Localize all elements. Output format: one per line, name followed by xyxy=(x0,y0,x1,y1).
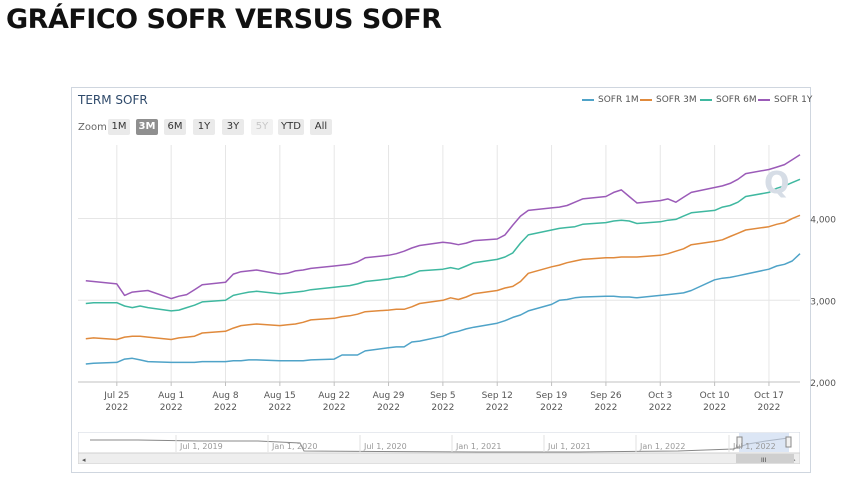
navigator-svg[interactable]: Jul 1, 2019 Jan 1, 2020 Jul 1, 2020 Jan 1, … xyxy=(77,431,801,465)
navigator-label: Jul 1, 2020 xyxy=(363,442,407,451)
legend-item-sofr-1m[interactable]: SOFR 1M xyxy=(582,95,639,105)
legend-item-sofr-1y[interactable]: SOFR 1Y xyxy=(758,95,812,105)
navigator-label: Jul 1, 2019 xyxy=(179,442,223,451)
chart-container xyxy=(71,87,811,473)
zoom-1y-button[interactable]: 1Y xyxy=(193,119,215,135)
scrollbar-grip: III xyxy=(761,457,767,464)
legend-label: SOFR 1M xyxy=(598,95,639,105)
zoom-3m-button[interactable]: 3M xyxy=(136,119,158,135)
y-tick-label: 2,000 xyxy=(810,379,836,389)
legend-label: SOFR 6M xyxy=(716,95,757,105)
chart-title: TERM SOFR xyxy=(78,93,148,107)
y-tick-label: 4,000 xyxy=(810,216,836,226)
zoom-all-button[interactable]: All xyxy=(310,119,332,135)
navigator-label: Jan 1, 2022 xyxy=(639,442,685,451)
navigator-label: Jul 1, 2022 xyxy=(732,442,776,451)
page-title: GRÁFICO SOFR VERSUS SOFR xyxy=(6,4,442,35)
zoom-3y-button[interactable]: 3Y xyxy=(222,119,244,135)
zoom-label: Zoom xyxy=(78,122,107,133)
zoom-6m-button[interactable]: 6M xyxy=(164,119,186,135)
zoom-5y-button: 5Y xyxy=(251,119,273,135)
navigator-selection xyxy=(739,433,789,452)
legend-label: SOFR 3M xyxy=(656,95,697,105)
navigator-label: Jul 1, 2021 xyxy=(547,442,591,451)
navigator-labels: Jul 1, 2019 Jan 1, 2020 Jul 1, 2020 Jan 1, … xyxy=(175,435,776,452)
scrollbar-thumb[interactable] xyxy=(736,454,794,463)
y-tick-label: 3,000 xyxy=(810,297,836,307)
navigator[interactable]: Jul 1, 2019 Jan 1, 2020 Jul 1, 2020 Jan 1, … xyxy=(77,431,801,465)
legend-swatch xyxy=(640,99,652,101)
navigator-right-handle[interactable] xyxy=(785,436,792,448)
legend-item-sofr-6m[interactable]: SOFR 6M xyxy=(700,95,757,105)
zoom-1m-button[interactable]: 1M xyxy=(108,119,130,135)
scroll-left-arrow-icon: ◂ xyxy=(82,456,86,464)
legend-swatch xyxy=(700,99,712,101)
scrollbar-track[interactable] xyxy=(77,452,801,465)
navigator-label: Jan 1, 2021 xyxy=(455,442,501,451)
legend-label: SOFR 1Y xyxy=(774,95,813,105)
zoom-ytd-button[interactable]: YTD xyxy=(278,119,304,135)
legend-swatch xyxy=(582,99,594,101)
legend-item-sofr-3m[interactable]: SOFR 3M xyxy=(640,95,697,105)
navigator-left-handle[interactable] xyxy=(736,436,743,448)
navigator-label: Jan 1, 2020 xyxy=(271,442,317,451)
legend-swatch xyxy=(758,99,770,101)
y-axis: 2,000 3,000 4,000 xyxy=(810,216,836,389)
